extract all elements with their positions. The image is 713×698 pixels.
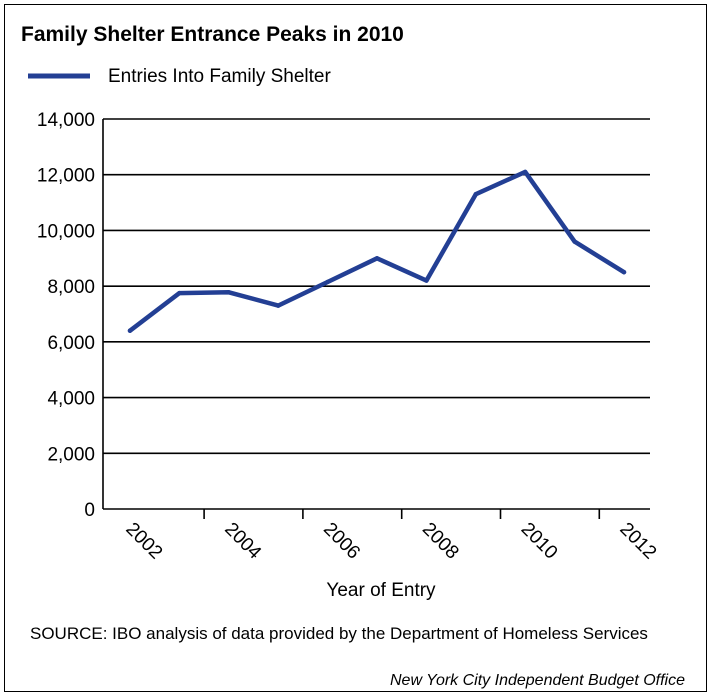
x-tick-label: 2012 — [616, 519, 661, 564]
data-point — [325, 279, 330, 285]
series-line — [127, 169, 627, 333]
data-point — [127, 328, 133, 333]
y-tick-label: 0 — [84, 500, 95, 521]
y-tick-label: 6,000 — [47, 333, 95, 354]
y-tick-label: 14,000 — [37, 110, 95, 131]
legend-label: Entries Into Family Shelter — [108, 66, 331, 87]
data-point — [424, 278, 429, 283]
data-point — [374, 256, 380, 261]
x-axis-ticks: 2002 2004 2006 2008 2010 2012 — [122, 509, 661, 564]
data-point — [621, 270, 627, 275]
y-tick-label: 8,000 — [47, 277, 95, 298]
y-axis-ticks: 0 2,000 4,000 6,000 8,000 10,000 12,000 14,000 — [37, 110, 95, 521]
data-point — [276, 303, 281, 308]
y-tick-label: 10,000 — [37, 221, 95, 242]
data-point — [177, 290, 182, 296]
x-tick-label: 2006 — [319, 519, 364, 564]
data-point — [572, 239, 577, 244]
chart-title: Family Shelter Entrance Peaks in 2010 — [21, 23, 404, 46]
data-point — [226, 290, 231, 295]
x-tick-label: 2004 — [220, 519, 265, 564]
y-tick-label: 12,000 — [37, 166, 95, 187]
data-point — [523, 169, 528, 175]
credit-note: New York City Independent Budget Office — [390, 672, 685, 689]
x-tick-label: 2010 — [517, 519, 562, 564]
x-axis-title: Year of Entry — [326, 580, 436, 601]
y-tick-label: 2,000 — [47, 444, 95, 465]
gridlines — [103, 118, 650, 510]
x-tick-label: 2008 — [418, 519, 463, 564]
source-note: SOURCE: IBO analysis of data provided by… — [30, 624, 648, 643]
data-point — [473, 192, 478, 197]
series-layer — [127, 169, 627, 333]
y-tick-label: 4,000 — [47, 389, 95, 410]
x-tick-label: 2002 — [122, 519, 167, 564]
